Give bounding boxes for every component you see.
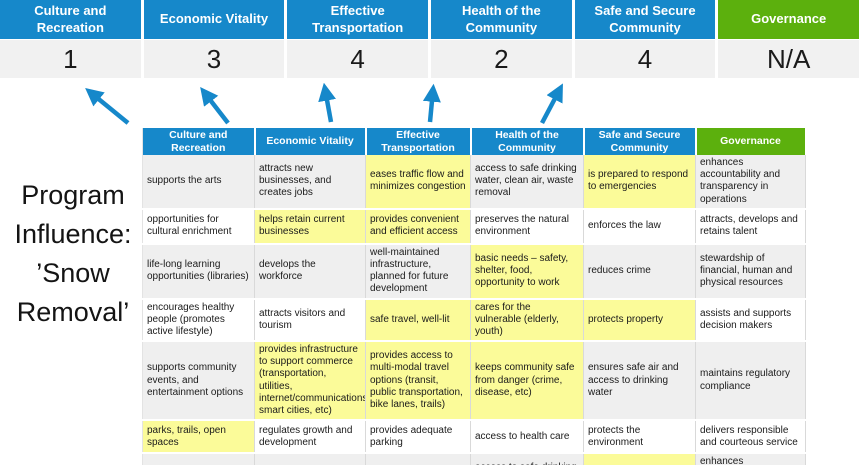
matrix-cell-r2-c1: opportunities for cultural enrichment xyxy=(142,208,255,245)
matrix-header-6: Governance xyxy=(695,128,807,155)
matrix-cell-r1-c6: enhances accountability and transparency… xyxy=(695,155,806,210)
matrix-header-row: Culture and Recreation Economic Vitality E… xyxy=(142,128,807,155)
scoreboard: Culture and Recreation Economic Vitality E… xyxy=(0,0,859,78)
matrix-cell-r6-c1: parks, trails, open spaces xyxy=(142,420,255,455)
matrix-cell-r2-c3: provides convenient and efficient access xyxy=(365,208,471,245)
matrix-cell-r5-c1: supports community events, and entertain… xyxy=(142,341,255,422)
scoreboard-header-2: Economic Vitality xyxy=(143,0,285,39)
arrow-safe xyxy=(540,83,563,125)
title-line: Removal’ xyxy=(16,297,130,327)
title-line: Program xyxy=(21,180,125,210)
matrix-cell-r2-c5: enforces the law xyxy=(583,208,696,245)
matrix-cell-r7-c6: enhances accountability and transparency… xyxy=(695,453,806,465)
matrix-cell-r6-c6: delivers responsible and courteous servi… xyxy=(695,420,806,455)
scoreboard-header-6: Governance xyxy=(718,0,859,39)
matrix-cell-r1-c4: access to safe drinking water, clean air… xyxy=(470,155,584,210)
matrix-row-6: parks, trails, open spaces regulates grow… xyxy=(142,420,806,455)
matrix-cell-r6-c4: access to health care xyxy=(470,420,584,455)
scoreboard-header-3: Effective Transportation xyxy=(287,0,428,39)
scoreboard-score-2: 3 xyxy=(143,40,285,78)
scoreboard-header-5: Safe and Secure Community xyxy=(574,0,716,39)
matrix-row-2: opportunities for cultural enrichment hel… xyxy=(142,208,806,245)
matrix-row-7: vibrant downtownwalkable communityaccess… xyxy=(142,453,806,465)
matrix-cell-r6-c2: regulates growth and development xyxy=(254,420,366,455)
matrix-cell-r1-c2: attracts new businesses, and creates job… xyxy=(254,155,366,210)
matrix-row-3: life-long learning opportunities (librar… xyxy=(142,243,806,300)
title-line: Influence: xyxy=(14,219,132,249)
matrix-cell-r4-c1: encourages healthy people (promotes acti… xyxy=(142,298,255,343)
matrix-cell-r4-c6: assists and supports decision makers xyxy=(695,298,806,343)
arrow-culture xyxy=(85,88,130,125)
scoreboard-score-3: 4 xyxy=(287,40,428,78)
scoreboard-header-4: Health of the Community xyxy=(431,0,572,39)
matrix-row-1: supports the arts attracts new businesses… xyxy=(142,155,806,210)
matrix-cell-r3-c6: stewardship of financial, human and phys… xyxy=(695,243,806,300)
matrix-header-3: Effective Transportation xyxy=(365,128,472,155)
matrix-header-4: Health of the Community xyxy=(470,128,585,155)
matrix-cell-r4-c2: attracts visitors and tourism xyxy=(254,298,366,343)
arrow-economic xyxy=(200,87,230,125)
matrix-cell-r1-c3: eases traffic flow and minimizes congest… xyxy=(365,155,471,210)
matrix-cell-r7-c4: access to safe drinking water, clean air… xyxy=(470,453,584,465)
matrix-cell-r3-c5: reduces crime xyxy=(583,243,696,300)
arrow-transportation xyxy=(318,82,336,123)
matrix-cell-r5-c5: ensures safe air and access to drinking … xyxy=(583,341,696,422)
matrix-cell-r3-c3: well-maintained infrastructure, planned … xyxy=(365,243,471,300)
matrix-cell-r2-c4: preserves the natural environment xyxy=(470,208,584,245)
arrow-health xyxy=(422,83,441,123)
matrix-cell-r5-c3: provides access to multi-modal travel op… xyxy=(365,341,471,422)
matrix-cell-r1-c1: supports the arts xyxy=(142,155,255,210)
matrix-cell-r4-c5: protects property xyxy=(583,298,696,343)
matrix-cell-r6-c5: protects the environment xyxy=(583,420,696,455)
matrix-row-4: encourages healthy people (promotes acti… xyxy=(142,298,806,343)
matrix-cell-r7-c5: provides safe travel and mobility xyxy=(583,453,696,465)
matrix-cell-r5-c2: provides infrastructure to support comme… xyxy=(254,341,366,422)
matrix-cell-r4-c4: cares for the vulnerable (elderly, youth… xyxy=(470,298,584,343)
influence-arrows xyxy=(85,82,563,125)
matrix-cell-r4-c3: safe travel, well-lit xyxy=(365,298,471,343)
matrix-header-1: Culture and Recreation xyxy=(142,128,256,155)
program-influence-title: Program Influence: ’Snow Removal’ xyxy=(0,176,146,332)
matrix-cell-r3-c1: life-long learning opportunities (librar… xyxy=(142,243,255,300)
matrix-header-2: Economic Vitality xyxy=(254,128,367,155)
influence-matrix: Culture and Recreation Economic Vitality E… xyxy=(142,128,807,465)
matrix-cell-r5-c6: maintains regulatory compliance xyxy=(695,341,806,422)
matrix-cell-r2-c6: attracts, develops and retains talent xyxy=(695,208,806,245)
matrix-cell-r7-c2: vibrant downtown xyxy=(254,453,366,465)
matrix-cell-r1-c5: is prepared to respond to emergencies xyxy=(583,155,696,210)
matrix-cell-r5-c4: keeps community safe from danger (crime,… xyxy=(470,341,584,422)
matrix-header-5: Safe and Secure Community xyxy=(583,128,697,155)
matrix-cell-r6-c3: provides adequate parking xyxy=(365,420,471,455)
matrix-cell-r7-c3: walkable community xyxy=(365,453,471,465)
matrix-cell-r3-c4: basic needs – safety, shelter, food, opp… xyxy=(470,243,584,300)
matrix-row-5: supports community events, and entertain… xyxy=(142,341,806,422)
scoreboard-score-4: 2 xyxy=(431,40,572,78)
title-line: ’Snow xyxy=(36,258,110,288)
scoreboard-score-1: 1 xyxy=(0,40,141,78)
scoreboard-score-5: 4 xyxy=(574,40,716,78)
scoreboard-header-1: Culture and Recreation xyxy=(0,0,141,39)
matrix-cell-r2-c2: helps retain current businesses xyxy=(254,208,366,245)
scoreboard-score-6: N/A xyxy=(718,40,859,78)
matrix-cell-r3-c2: develops the workforce xyxy=(254,243,366,300)
matrix-cell-r7-c1 xyxy=(142,453,255,465)
